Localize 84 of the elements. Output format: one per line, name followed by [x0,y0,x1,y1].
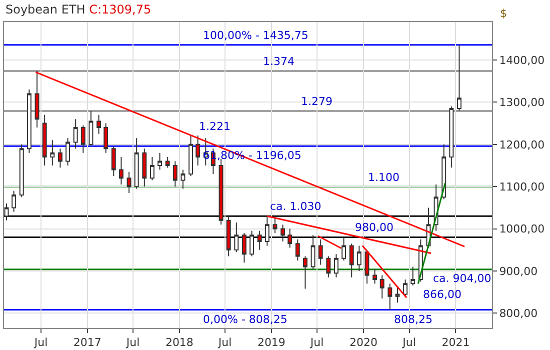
x-tick-label: Jul [217,336,232,350]
chart-subtitle: C:1309,75 [89,2,152,17]
candlestick [58,148,62,168]
y-tick-label: 1000,00 [499,222,545,236]
x-tick-label: 2018 [165,336,194,350]
candlestick [295,238,300,261]
candlestick [4,202,9,221]
candlestick [310,234,316,270]
annotation: 1.100 [368,171,400,184]
candlestick [280,224,286,242]
candlestick [50,140,55,166]
y-tick-label: 1300,00 [499,96,545,110]
annotation: 1.221 [199,120,230,133]
candlestick [12,190,16,212]
x-tick-label: Jul [33,336,48,350]
annotation: 980,00 [355,221,394,234]
candlestick [218,158,224,226]
candlestick [19,144,24,198]
x-tick-label: Jul [125,336,140,350]
x-tick-label: Jul [402,336,416,350]
candlestick [142,148,147,188]
candlestick [111,146,116,177]
candlestick [234,222,239,253]
candlestick [395,286,400,304]
candlestick [250,230,254,257]
x-tick-label: 2017 [73,336,102,350]
candlestick [388,283,392,310]
candlestick [104,122,108,154]
candlestick [242,232,246,264]
candlestick [257,230,262,250]
candlestick [226,216,231,257]
candlestick [449,106,454,168]
candlestick [118,156,124,185]
y-tick-label: 800,00 [499,307,538,320]
candlestick [42,114,47,166]
x-tick-label: Jul [309,336,324,350]
candlestick [403,278,408,297]
candlestick [410,266,416,286]
annotation: 808,25 [394,313,432,326]
candlestick [288,228,292,248]
candlestick [126,171,132,194]
candlestick [80,124,86,154]
annotation: ca. 904,00 [433,272,492,285]
annotation: 866,00 [423,288,462,301]
annotation: 100,00% - 1435,75 [203,29,308,42]
candlestick [158,152,162,170]
candlestick [96,114,102,134]
candlestick [150,156,154,181]
y-axis-title: $ [500,7,507,20]
candlestick [134,138,139,190]
candlestick [88,110,94,148]
annotation: 0,00% - 808,25 [203,313,288,326]
annotation: 1.279 [301,95,332,108]
x-tick-label: 2020 [349,336,378,350]
annotation: 1.374 [263,55,294,68]
y-tick-label: 1200,00 [499,138,545,152]
candlestick [73,118,78,150]
candlestick [196,135,200,166]
candlestick [349,243,354,278]
candlestick [334,254,338,278]
candlestick [34,70,40,128]
candlestick [342,236,346,261]
annotation: ca. 1.030 [270,200,322,213]
candlestick [180,169,186,190]
x-tick-label: 2021 [442,336,470,350]
candlestick [326,256,331,278]
candlestick [318,238,323,266]
candlestick [264,216,270,246]
x-tick-label: 2019 [257,336,286,350]
candlestick [26,89,32,154]
candlestick [356,245,362,272]
candlestick [302,256,308,290]
candlestick [272,218,278,234]
candlestick [66,138,70,166]
candlestick [172,160,178,188]
candlestick [380,274,384,299]
y-tick-label: 1400,00 [499,54,545,67]
candlestick [457,44,462,112]
y-tick-label: 1100,00 [499,180,545,194]
candlestick [165,156,170,168]
y-tick-label: 900,00 [499,264,538,278]
chart-title: Soybean ETH [6,2,86,17]
candlestick [372,268,378,284]
candlestick [188,135,194,177]
